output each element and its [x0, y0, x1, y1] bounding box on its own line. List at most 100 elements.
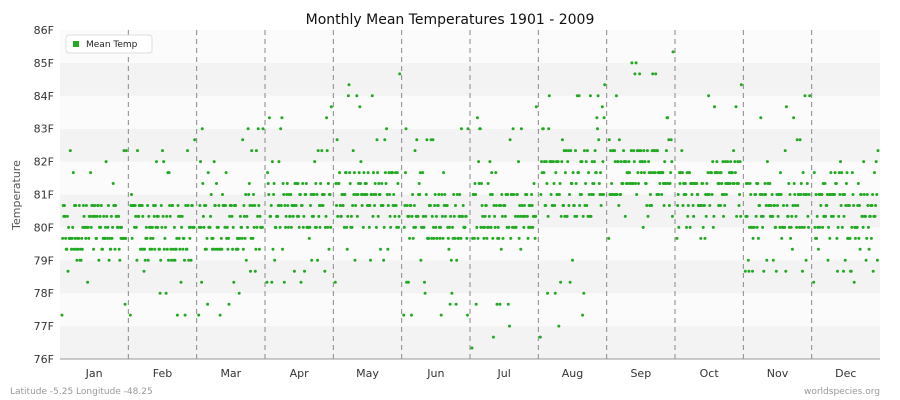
data-point — [715, 160, 719, 164]
data-point — [442, 171, 446, 175]
data-point — [470, 346, 474, 350]
data-point — [818, 225, 822, 229]
data-point — [447, 247, 451, 251]
data-point — [113, 247, 117, 251]
data-point — [323, 269, 327, 273]
data-point — [630, 61, 634, 65]
data-point — [161, 149, 164, 153]
data-point — [544, 160, 548, 164]
data-point — [432, 236, 436, 240]
data-point — [109, 214, 113, 218]
data-point — [216, 225, 220, 229]
data-point — [145, 236, 149, 240]
data-point — [488, 160, 492, 164]
data-point — [613, 160, 617, 164]
data-point — [243, 236, 247, 240]
data-point — [130, 193, 133, 196]
data-point — [189, 258, 193, 262]
data-point — [861, 225, 865, 229]
data-point — [190, 204, 194, 207]
data-point — [670, 214, 674, 218]
data-point — [526, 236, 530, 240]
data-point — [664, 182, 668, 185]
data-point — [348, 171, 352, 175]
data-point — [577, 94, 581, 98]
data-point — [858, 247, 862, 251]
data-point — [261, 127, 265, 131]
data-point — [735, 214, 739, 218]
data-point — [855, 225, 859, 229]
data-point — [379, 247, 383, 251]
data-point — [65, 247, 69, 251]
data-point — [477, 182, 481, 185]
data-point — [110, 236, 114, 240]
data-point — [749, 193, 753, 196]
data-point — [455, 258, 459, 262]
data-point — [862, 160, 866, 164]
data-point — [756, 182, 760, 185]
data-point — [670, 160, 674, 164]
data-point — [356, 193, 360, 196]
data-point — [67, 225, 71, 229]
data-point — [825, 204, 829, 207]
data-point — [86, 280, 90, 284]
data-point — [375, 138, 379, 142]
data-point — [571, 258, 574, 262]
data-point — [201, 182, 205, 185]
footer-location: Latitude -5.25 Longitude -48.25 — [10, 387, 153, 397]
data-point — [120, 225, 124, 229]
data-point — [723, 160, 727, 164]
data-point — [523, 214, 527, 218]
data-point — [153, 204, 157, 207]
data-point — [562, 204, 566, 207]
data-point — [751, 236, 755, 240]
data-point — [325, 116, 329, 120]
data-point — [486, 182, 490, 185]
data-point — [610, 182, 614, 185]
data-point — [819, 204, 823, 207]
data-point — [269, 214, 273, 218]
data-point — [690, 193, 694, 196]
data-point — [627, 160, 631, 164]
data-point — [565, 214, 569, 218]
data-point — [556, 160, 560, 164]
data-point — [722, 193, 726, 196]
data-point — [558, 182, 562, 185]
data-point — [247, 193, 251, 196]
data-point — [619, 160, 623, 164]
data-point — [309, 204, 312, 207]
data-point — [351, 149, 355, 153]
data-point — [167, 171, 171, 175]
data-point — [487, 214, 491, 218]
data-point — [242, 204, 246, 207]
data-point — [111, 182, 115, 185]
data-point — [632, 160, 636, 164]
data-point — [769, 204, 773, 207]
data-point — [70, 236, 74, 240]
data-point — [109, 247, 113, 251]
data-point — [675, 236, 679, 240]
data-point — [304, 182, 308, 185]
data-point — [344, 171, 348, 175]
data-point — [409, 204, 413, 207]
data-point — [288, 214, 292, 218]
data-point — [864, 214, 867, 218]
data-point — [283, 204, 287, 207]
data-point — [321, 204, 325, 207]
data-point — [171, 247, 175, 251]
data-point — [224, 171, 228, 175]
data-point — [517, 160, 520, 164]
data-point — [169, 258, 173, 262]
data-point — [208, 225, 212, 229]
data-point — [833, 193, 836, 196]
y-tick-label: 81F — [34, 189, 54, 202]
data-point — [433, 193, 437, 196]
data-point — [430, 214, 434, 218]
data-point — [424, 193, 428, 196]
data-point — [560, 138, 564, 142]
data-point — [491, 335, 495, 339]
data-point — [314, 225, 318, 229]
data-point — [531, 225, 535, 229]
data-point — [847, 204, 851, 207]
